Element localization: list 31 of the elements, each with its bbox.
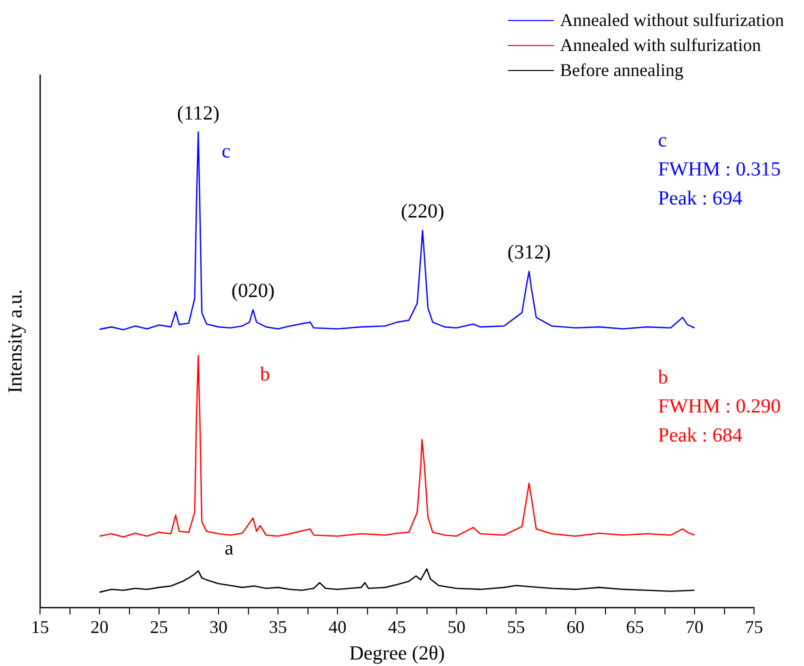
annotation: FWHM : 0.315 bbox=[658, 158, 781, 180]
x-axis-title: Degree (2θ) bbox=[349, 642, 445, 664]
legend-label: Annealed with sulfurization bbox=[560, 34, 761, 57]
annotation: c bbox=[658, 129, 667, 152]
annotation: (220) bbox=[400, 200, 444, 223]
annotation: Peak : 684 bbox=[658, 424, 742, 446]
x-tick-label: 45 bbox=[388, 616, 406, 637]
x-tick-label: 70 bbox=[686, 616, 704, 637]
x-tick-label: 40 bbox=[328, 616, 346, 637]
annotation: FWHM : 0.290 bbox=[658, 395, 781, 418]
annotation: b bbox=[658, 366, 668, 388]
x-tick-label: 25 bbox=[150, 616, 168, 637]
annotation: b bbox=[260, 363, 270, 386]
x-tick-label: 35 bbox=[269, 616, 287, 637]
x-tick-label: 50 bbox=[448, 616, 466, 637]
annotation: Peak : 694 bbox=[658, 187, 742, 210]
annotation: (020) bbox=[231, 280, 275, 302]
x-tick-label: 30 bbox=[210, 616, 228, 637]
annotation: a bbox=[224, 537, 234, 560]
x-tick-label: 55 bbox=[507, 616, 525, 637]
x-tick-label: 75 bbox=[745, 616, 763, 637]
annotation: (312) bbox=[507, 242, 551, 264]
y-axis-title: Intensity a.u. bbox=[4, 289, 26, 394]
x-tick-label: 20 bbox=[90, 616, 108, 637]
x-tick-label: 60 bbox=[566, 616, 584, 637]
annotation: c bbox=[222, 140, 231, 162]
legend-label: Before annealing bbox=[560, 59, 684, 82]
x-tick-label: 15 bbox=[31, 616, 49, 637]
legend-label: Annealed without sulfurization bbox=[560, 9, 784, 32]
x-tick-label: 65 bbox=[626, 616, 644, 637]
annotation: (112) bbox=[176, 102, 220, 124]
